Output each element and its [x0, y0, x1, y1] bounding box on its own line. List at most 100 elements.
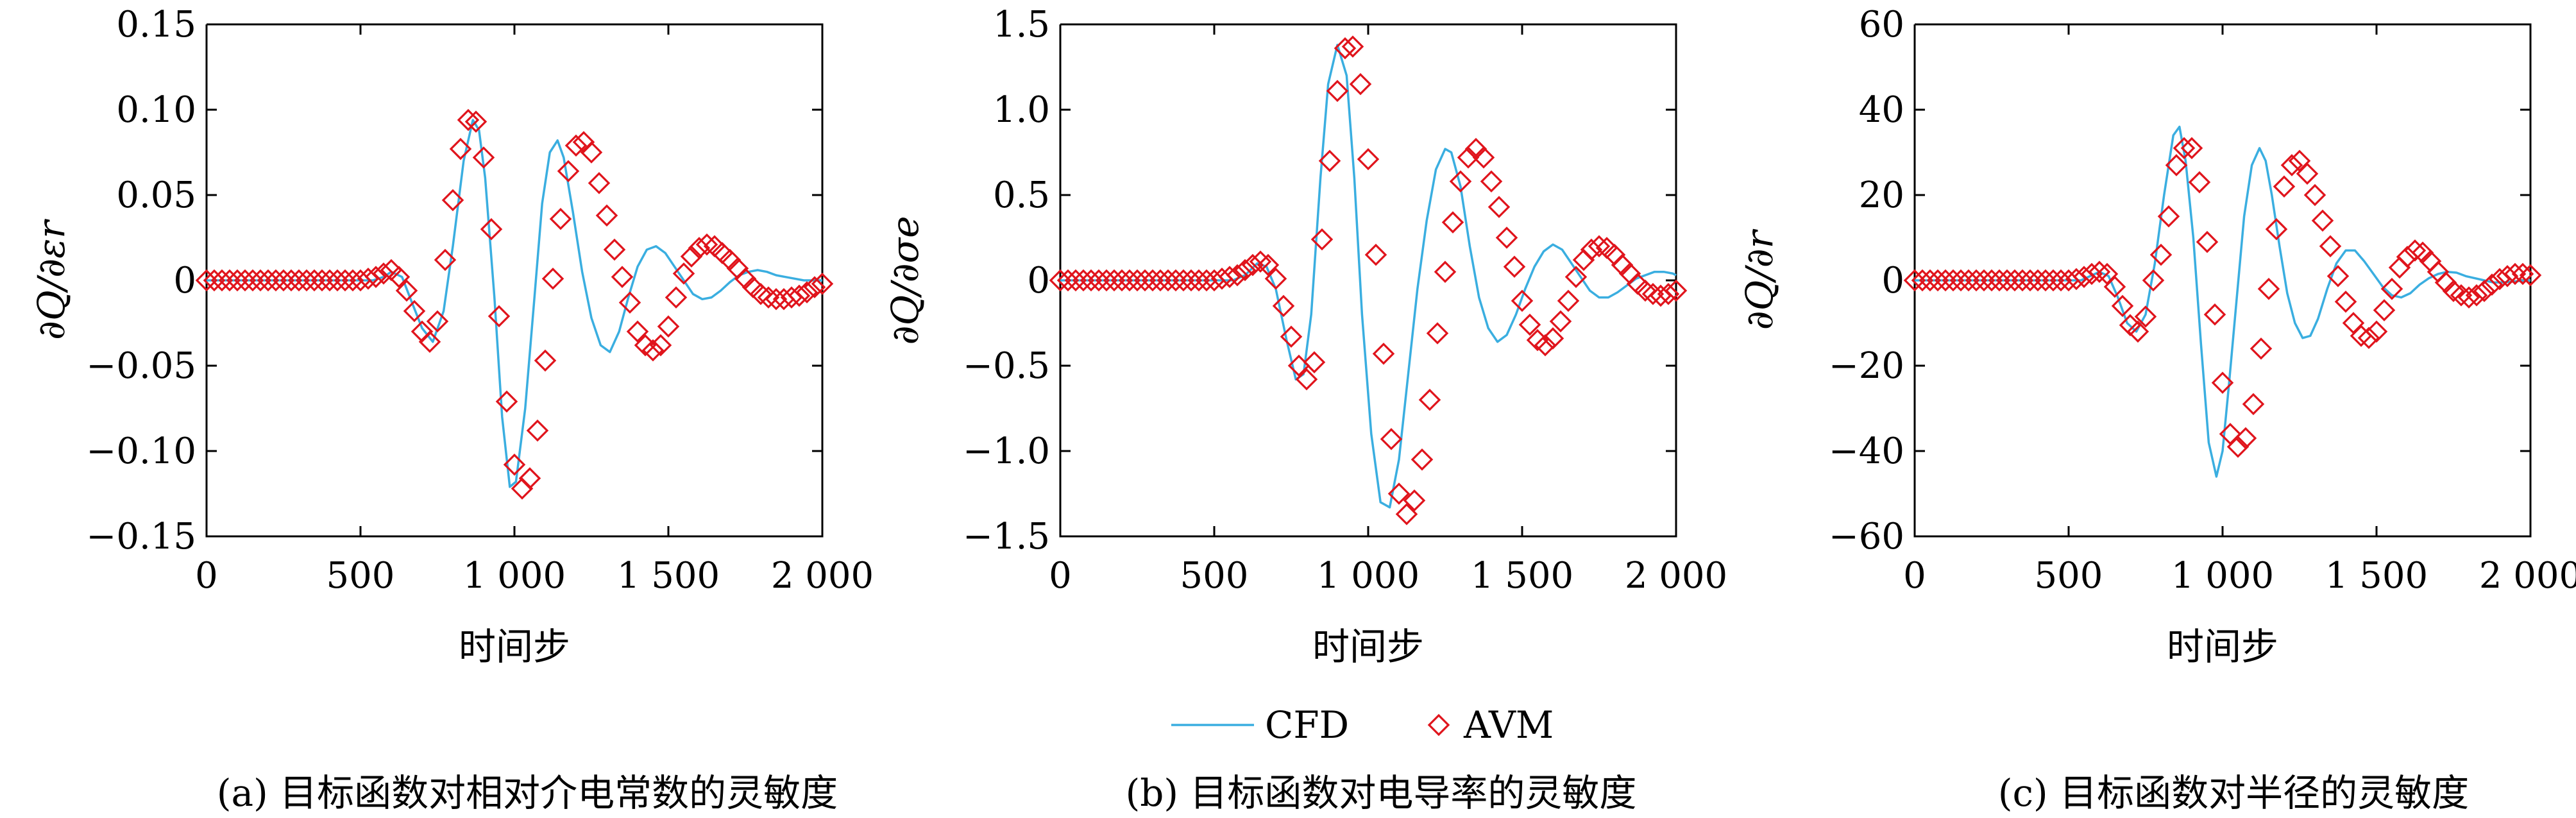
data-point-avm: [1364, 243, 1387, 266]
data-point-avm: [1480, 170, 1503, 192]
data-point-avm: [1996, 269, 2019, 292]
data-point-avm: [1334, 37, 1357, 60]
data-point-avm: [1449, 170, 1472, 192]
x-tick-label: 0: [1049, 555, 1072, 597]
data-point-avm: [1095, 269, 1118, 292]
data-point-avm: [1103, 269, 1126, 292]
data-point-avm: [1511, 289, 1534, 312]
data-point-avm: [1326, 80, 1349, 103]
data-point-avm: [2088, 260, 2111, 283]
data-point-avm: [2273, 175, 2296, 198]
data-point-avm: [564, 134, 588, 157]
x-tick-label: 0: [195, 555, 218, 597]
data-point-avm: [2011, 269, 2034, 292]
data-point-avm: [757, 286, 780, 309]
data-point-avm: [2134, 305, 2157, 328]
data-point-avm: [1665, 279, 1688, 302]
y-tick-label: 1.5: [993, 4, 1050, 46]
data-point-avm: [1056, 269, 1080, 292]
data-point-avm: [2142, 269, 2165, 292]
data-point-avm: [695, 233, 718, 256]
data-point-avm: [2196, 230, 2219, 253]
data-point-avm: [641, 339, 665, 362]
data-point-avm: [503, 454, 526, 476]
data-point-avm: [1164, 269, 1187, 292]
data-point-avm: [1988, 269, 2011, 292]
data-point-avm: [1641, 283, 1665, 305]
data-point-avm: [2034, 269, 2057, 292]
data-point-avm: [1572, 248, 1595, 271]
data-point-avm: [1187, 269, 1210, 292]
y-tick-label: 0.5: [993, 175, 1050, 216]
data-point-avm: [2457, 286, 2480, 309]
panel-caption-b: (b) 目标函数对电导率的灵敏度: [1126, 771, 1637, 815]
data-point-avm: [2311, 209, 2334, 232]
data-point-avm: [434, 248, 457, 271]
data-point-avm: [257, 269, 280, 292]
data-point-avm: [2326, 265, 2350, 287]
x-axis-label: 时间步: [1312, 625, 1424, 669]
data-point-avm: [210, 269, 233, 292]
data-point-avm: [1241, 253, 1264, 277]
x-tick-label: 1 000: [1317, 555, 1419, 597]
data-point-avm: [1303, 351, 1326, 373]
data-point-avm: [1926, 269, 1949, 292]
data-point-avm: [1949, 269, 1972, 292]
data-point-avm: [1965, 269, 1988, 292]
panel-a: 0 500 1 000 1 500 2 000 −0.15 −0.10 −0.05 0 0.05 0…: [30, 4, 874, 669]
data-point-avm: [1395, 503, 1418, 525]
data-point-avm: [418, 330, 441, 354]
data-point-avm: [1980, 269, 2003, 292]
data-point-avm: [1180, 269, 1203, 292]
x-tick-label: 2 000: [1625, 555, 1727, 597]
data-point-avm: [1541, 327, 1564, 350]
data-point-avm: [480, 217, 503, 241]
data-point-avm: [2188, 171, 2211, 194]
data-point-avm: [449, 137, 472, 160]
y-tick-label: 40: [1859, 89, 1904, 131]
data-point-avm: [2257, 278, 2280, 300]
y-tick-label: −60: [1829, 516, 1904, 558]
data-point-avm: [1372, 343, 1395, 365]
data-point-avm: [303, 269, 326, 292]
x-tick-label: 0: [1903, 555, 1926, 597]
data-point-avm: [2480, 273, 2504, 296]
y-axis-label: ∂Q/∂σe: [883, 216, 927, 345]
data-point-avm: [241, 269, 264, 292]
data-point-avm: [665, 286, 688, 309]
data-point-avm: [1503, 255, 1526, 278]
legend: CFD AVM: [1171, 703, 1554, 747]
x-tick-label: 1 500: [617, 555, 720, 597]
data-point-avm: [1072, 269, 1095, 292]
data-point-avm: [2173, 137, 2196, 160]
y-tick-label: 1.0: [993, 89, 1050, 131]
y-tick-label: −0.5: [963, 345, 1050, 387]
data-point-avm: [403, 300, 426, 323]
panel-c: 0 500 1 000 1 500 2 000 −60 −40 −20 0 20 40 60 ∂Q/∂r…: [1738, 4, 2576, 669]
data-point-avm: [1564, 266, 1588, 288]
data-point-avm: [2242, 393, 2265, 416]
data-point-avm: [2473, 280, 2496, 302]
data-point-avm: [2365, 320, 2388, 343]
panels: 0 500 1 000 1 500 2 000 −0.15 −0.10 −0.05 0 0.05 0…: [30, 4, 2576, 669]
data-point-avm: [2296, 162, 2319, 185]
data-point-avm: [672, 262, 695, 285]
data-point-avm: [557, 160, 580, 183]
y-tick-label: −0.15: [86, 516, 196, 558]
data-point-avm: [2226, 436, 2250, 458]
y-tick-label: 0: [1027, 260, 1050, 302]
x-tick-label: 1 000: [463, 555, 566, 597]
data-point-avm: [2380, 278, 2403, 300]
data-point-avm: [233, 269, 257, 292]
data-point-avm: [2265, 217, 2288, 241]
data-point-avm: [2080, 262, 2103, 285]
data-point-avm: [1534, 334, 1557, 357]
data-point-avm: [1126, 269, 1149, 292]
data-point-avm: [426, 310, 449, 333]
data-point-avm: [203, 269, 226, 292]
x-tick-label: 2 000: [2479, 555, 2576, 597]
data-point-avm: [1657, 283, 1680, 305]
data-point-avm: [326, 269, 349, 292]
data-point-avm: [549, 207, 572, 230]
